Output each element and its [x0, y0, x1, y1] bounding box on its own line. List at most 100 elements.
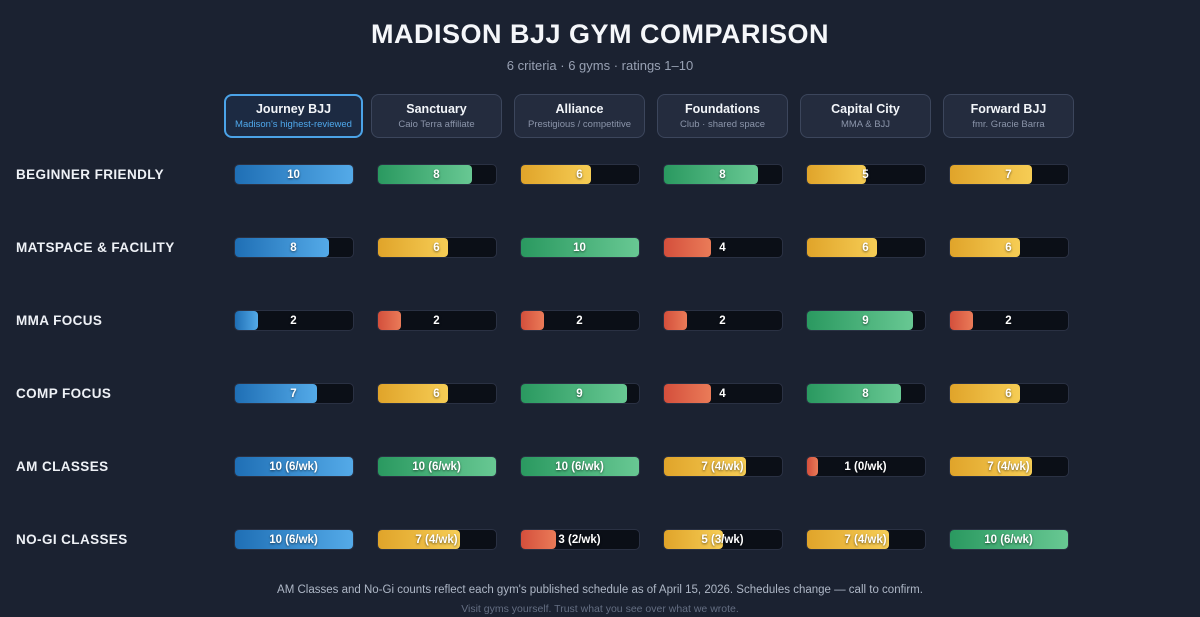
rating-track: 6: [805, 237, 926, 258]
rating-fill: [520, 165, 592, 184]
rating-fill: [234, 457, 353, 476]
criterion-label-matspace-facility: MATSPACE & FACILITY: [16, 240, 175, 255]
rating-fill: [806, 530, 890, 549]
criterion-label-am-classes: AM CLASSES: [16, 459, 109, 474]
gym-card-capital-city[interactable]: Capital City MMA & BJJ: [800, 94, 931, 138]
rating-fill: [520, 457, 639, 476]
gym-tagline: Club · shared space: [679, 119, 766, 130]
rating-fill: [520, 530, 556, 549]
rating-track: 7 (4/wk): [376, 529, 497, 550]
rating-fill: [949, 457, 1033, 476]
rating-track: 10 (6/wk): [376, 456, 497, 477]
rating-fill: [663, 311, 688, 330]
rating-value: 8: [862, 387, 869, 400]
gym-card-foundations[interactable]: Foundations Club · shared space: [657, 94, 788, 138]
rating-cell-forward-bjj-comp-focus: 6: [937, 357, 1080, 430]
rating-value: 8: [433, 168, 440, 181]
footer-note: AM Classes and No-Gi counts reflect each…: [277, 584, 923, 596]
rating-cell-journey-bjj-comp-focus: 7: [222, 357, 365, 430]
rating-fill: [520, 311, 545, 330]
rating-value: 10 (6/wk): [555, 460, 604, 473]
rating-value: 5 (3/wk): [701, 533, 744, 546]
gym-card-sanctuary[interactable]: Sanctuary Caio Terra affiliate: [371, 94, 502, 138]
rating-track: 7 (4/wk): [805, 529, 926, 550]
rating-value: 2: [1005, 314, 1012, 327]
rating-fill: [377, 384, 449, 403]
rating-track: 10 (6/wk): [233, 456, 354, 477]
rating-value: 2: [433, 314, 440, 327]
rating-track: 10 (6/wk): [948, 529, 1069, 550]
rating-cell-capital-city-no-gi-classes: 7 (4/wk): [794, 503, 937, 576]
rating-value: 7: [1005, 168, 1012, 181]
rating-fill: [234, 530, 353, 549]
rating-fill: [806, 311, 913, 330]
rating-fill: [663, 530, 723, 549]
rating-cell-capital-city-am-classes: 1 (0/wk): [794, 430, 937, 503]
rating-value: 10 (6/wk): [984, 533, 1033, 546]
gym-name: Forward BJJ: [970, 102, 1047, 116]
rating-cell-journey-bjj-no-gi-classes: 10 (6/wk): [222, 503, 365, 576]
rating-track: 6: [376, 237, 497, 258]
rating-cell-alliance-no-gi-classes: 3 (2/wk): [508, 503, 651, 576]
rating-track: 6: [948, 383, 1069, 404]
rating-track: 7: [233, 383, 354, 404]
rating-fill: [663, 238, 711, 257]
rating-track: 5 (3/wk): [662, 529, 783, 550]
gym-card-journey-bjj[interactable]: Journey BJJ Madison's highest-reviewed: [224, 94, 363, 138]
rating-value: 6: [576, 168, 583, 181]
rating-value: 9: [576, 387, 583, 400]
rating-value: 6: [862, 241, 869, 254]
rating-value: 7 (4/wk): [701, 460, 744, 473]
rating-cell-journey-bjj-am-classes: 10 (6/wk): [222, 430, 365, 503]
rating-cell-sanctuary-comp-focus: 6: [365, 357, 508, 430]
rating-track: 5: [805, 164, 926, 185]
rating-cell-foundations-matspace-facility: 4: [651, 211, 794, 284]
gym-tagline: MMA & BJJ: [840, 119, 891, 130]
rating-value: 10 (6/wk): [269, 533, 318, 546]
rating-fill: [234, 238, 329, 257]
rating-cell-foundations-beginner-friendly: 8: [651, 138, 794, 211]
rating-track: 10: [519, 237, 640, 258]
rating-cell-sanctuary-am-classes: 10 (6/wk): [365, 430, 508, 503]
rating-value: 6: [433, 387, 440, 400]
rating-cell-sanctuary-beginner-friendly: 8: [365, 138, 508, 211]
rating-value: 7 (4/wk): [415, 533, 458, 546]
rating-cell-alliance-am-classes: 10 (6/wk): [508, 430, 651, 503]
rating-value: 10: [287, 168, 300, 181]
rating-fill: [377, 238, 449, 257]
rating-fill: [377, 530, 461, 549]
rating-track: 10: [233, 164, 354, 185]
rating-value: 2: [719, 314, 726, 327]
rating-cell-alliance-beginner-friendly: 6: [508, 138, 651, 211]
gym-card-alliance[interactable]: Alliance Prestigious / competitive: [514, 94, 645, 138]
rating-fill: [520, 384, 627, 403]
rating-track: 8: [376, 164, 497, 185]
rating-track: 3 (2/wk): [519, 529, 640, 550]
rating-cell-forward-bjj-matspace-facility: 6: [937, 211, 1080, 284]
rating-value: 4: [719, 241, 726, 254]
rating-value: 9: [862, 314, 869, 327]
rating-fill: [377, 165, 472, 184]
rating-fill: [377, 311, 402, 330]
rating-track: 8: [805, 383, 926, 404]
rating-value: 3 (2/wk): [558, 533, 601, 546]
footer-disclaimer: Visit gyms yourself. Trust what you see …: [461, 603, 739, 615]
rating-cell-alliance-matspace-facility: 10: [508, 211, 651, 284]
page-title: MADISON BJJ GYM COMPARISON: [370, 19, 830, 49]
rating-track: 9: [519, 383, 640, 404]
rating-fill: [234, 311, 259, 330]
rating-track: 6: [376, 383, 497, 404]
rating-fill: [806, 457, 819, 476]
rating-cell-forward-bjj-am-classes: 7 (4/wk): [937, 430, 1080, 503]
rating-fill: [234, 384, 318, 403]
rating-fill: [949, 165, 1033, 184]
rating-value: 7 (4/wk): [987, 460, 1030, 473]
rating-cell-forward-bjj-no-gi-classes: 10 (6/wk): [937, 503, 1080, 576]
rating-fill: [663, 384, 711, 403]
gym-card-forward-bjj[interactable]: Forward BJJ fmr. Gracie Barra: [943, 94, 1074, 138]
rating-value: 1 (0/wk): [844, 460, 887, 473]
rating-value: 6: [1005, 241, 1012, 254]
criterion-label-comp-focus: COMP FOCUS: [16, 386, 112, 401]
rating-track: 7 (4/wk): [948, 456, 1069, 477]
